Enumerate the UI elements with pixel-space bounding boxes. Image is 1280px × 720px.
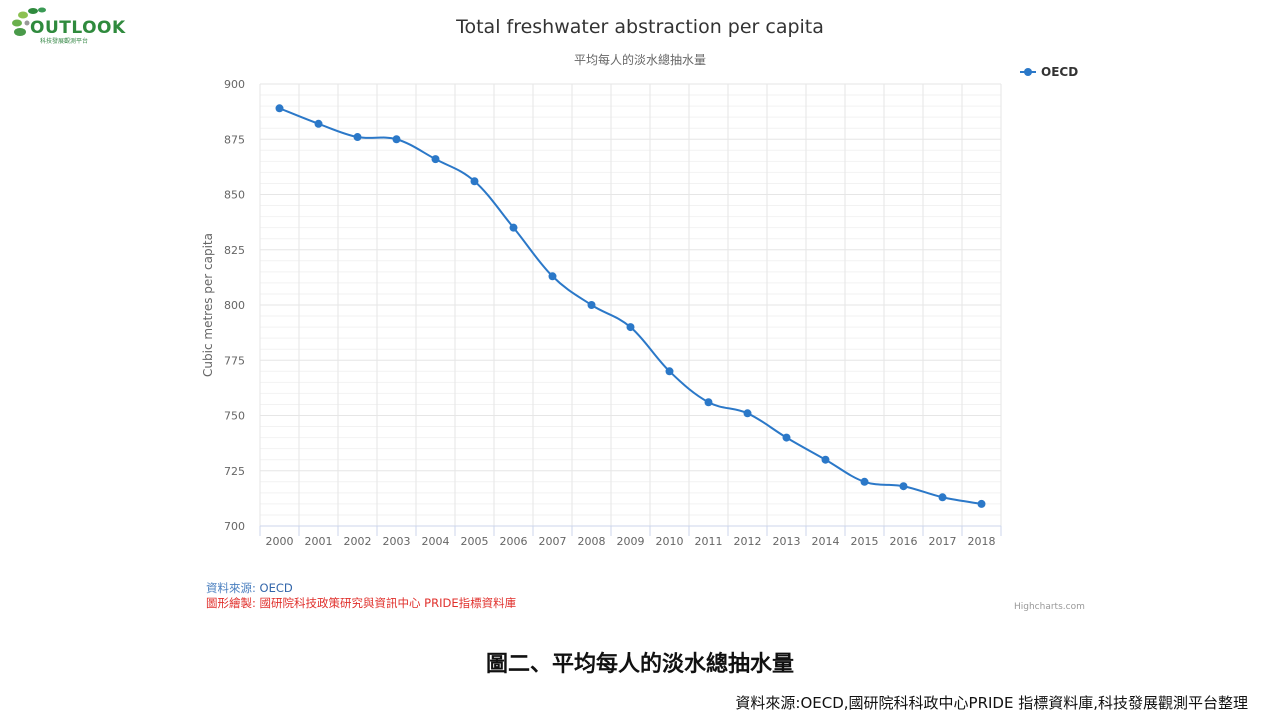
data-point[interactable] bbox=[899, 482, 908, 491]
data-point[interactable] bbox=[509, 223, 518, 232]
x-tick-label: 2011 bbox=[695, 535, 723, 548]
data-point[interactable] bbox=[431, 155, 440, 164]
data-point[interactable] bbox=[392, 135, 401, 144]
x-tick-label: 2015 bbox=[851, 535, 879, 548]
x-tick-label: 2007 bbox=[539, 535, 567, 548]
source-note: 資料來源: OECD bbox=[206, 580, 293, 596]
y-tick-label: 825 bbox=[224, 244, 245, 257]
x-tick-label: 2006 bbox=[500, 535, 528, 548]
data-point[interactable] bbox=[704, 398, 713, 407]
y-tick-label: 725 bbox=[224, 465, 245, 478]
axes bbox=[259, 525, 1002, 536]
data-point[interactable] bbox=[665, 367, 674, 376]
data-point[interactable] bbox=[821, 455, 830, 464]
source-label: 資料來源: bbox=[206, 581, 256, 595]
x-tick-label: 2004 bbox=[422, 535, 450, 548]
x-tick-label: 2010 bbox=[656, 535, 684, 548]
x-tick-label: 2016 bbox=[890, 535, 918, 548]
figure-caption: 圖二、平均每人的淡水總抽水量 bbox=[485, 652, 794, 677]
data-point[interactable] bbox=[977, 499, 986, 508]
chart-subtitle: 平均每人的淡水總抽水量 bbox=[573, 53, 706, 67]
x-tick-label: 2002 bbox=[344, 535, 372, 548]
y-tick-label: 700 bbox=[224, 520, 245, 533]
legend-item-oecd[interactable]: OECD bbox=[1020, 64, 1078, 80]
data-point[interactable] bbox=[275, 104, 284, 113]
chart-title: Total freshwater abstraction per capita bbox=[456, 16, 824, 38]
data-point[interactable] bbox=[743, 409, 752, 418]
data-point[interactable] bbox=[626, 323, 635, 332]
x-tick-label: 2009 bbox=[617, 535, 645, 548]
data-point[interactable] bbox=[548, 272, 557, 281]
drawn-by-note: 圖形繪製: 國研院科技政策研究與資訊中心 PRIDE指標資料庫 bbox=[206, 596, 517, 610]
x-tick-label: 2012 bbox=[734, 535, 762, 548]
y-tick-label: 875 bbox=[224, 133, 245, 146]
logo-wordmark: OUTLOOK bbox=[30, 18, 126, 38]
y-axis-title: Cubic metres per capita bbox=[201, 233, 215, 377]
x-tick-label: 2001 bbox=[305, 535, 333, 548]
x-tick-label: 2005 bbox=[461, 535, 489, 548]
series-line-oecd bbox=[279, 107, 982, 505]
leaf-logo-icon bbox=[12, 7, 46, 36]
y-tick-label: 850 bbox=[224, 189, 245, 202]
legend-label: OECD bbox=[1041, 65, 1079, 79]
data-point[interactable] bbox=[860, 477, 869, 486]
y-tick-label: 900 bbox=[224, 78, 245, 91]
y-axis-tick-labels: 700 725 750 775 800 825 850 875 900 bbox=[224, 78, 245, 533]
x-tick-label: 2003 bbox=[383, 535, 411, 548]
y-tick-label: 800 bbox=[224, 299, 245, 312]
y-tick-label: 775 bbox=[224, 354, 245, 367]
logo-subtitle: 科技發展觀測平台 bbox=[40, 38, 89, 45]
x-tick-label: 2018 bbox=[968, 535, 996, 548]
x-tick-label: 2014 bbox=[812, 535, 840, 548]
legend-marker-icon bbox=[1020, 66, 1036, 78]
highcharts-credits[interactable]: Highcharts.com bbox=[1014, 602, 1085, 612]
data-point[interactable] bbox=[470, 177, 479, 186]
grid-lines bbox=[259, 83, 1002, 527]
footer-source: 資料來源:OECD,國研院科科政中心PRIDE 指標資料庫,科技發展觀測平台整理 bbox=[735, 694, 1248, 712]
data-point[interactable] bbox=[938, 493, 947, 502]
series-points bbox=[275, 104, 986, 508]
site-logo[interactable]: OUTLOOK 科技發展觀測平台 bbox=[8, 4, 125, 45]
x-tick-label: 2017 bbox=[929, 535, 957, 548]
data-point[interactable] bbox=[314, 119, 323, 128]
x-tick-label: 2008 bbox=[578, 535, 606, 548]
data-point[interactable] bbox=[782, 433, 791, 442]
data-point[interactable] bbox=[587, 301, 596, 309]
line-chart: 700 725 750 775 800 825 850 875 900 2000 2001 2002… bbox=[201, 78, 1002, 548]
x-tick-label: 2013 bbox=[773, 535, 801, 548]
source-value: OECD bbox=[259, 581, 293, 595]
y-tick-label: 750 bbox=[224, 410, 245, 423]
x-axis-tick-labels: 2000 2001 2002 2003 2004 2005 2006 2007 2008 2009… bbox=[266, 535, 996, 548]
x-tick-label: 2000 bbox=[266, 535, 294, 548]
data-point[interactable] bbox=[353, 133, 362, 142]
